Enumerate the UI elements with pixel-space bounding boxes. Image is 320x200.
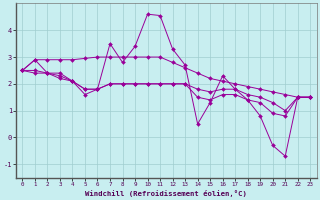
- X-axis label: Windchill (Refroidissement éolien,°C): Windchill (Refroidissement éolien,°C): [85, 190, 247, 197]
